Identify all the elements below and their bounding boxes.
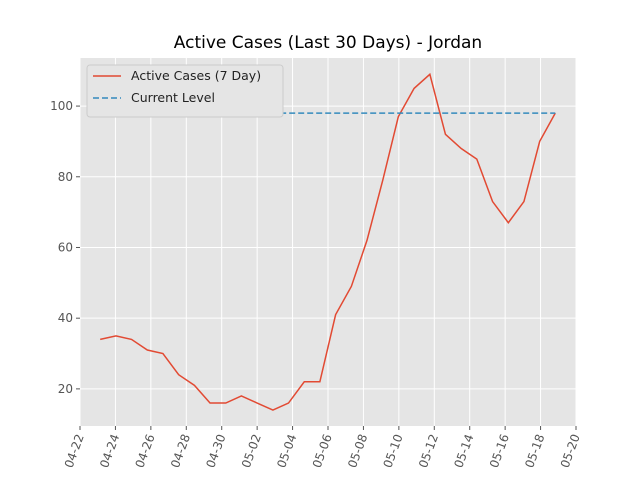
x-tick-label: 05-08: [345, 432, 370, 470]
x-tick-label: 04-24: [97, 432, 122, 470]
x-tick-label: 05-18: [522, 432, 547, 470]
x-tick-label: 04-30: [203, 432, 228, 470]
x-tick-label: 05-04: [274, 432, 299, 470]
legend-label: Active Cases (7 Day): [131, 68, 261, 83]
legend-box: [86, 64, 284, 118]
x-tick-label: 05-14: [451, 432, 476, 470]
y-tick-label: 20: [58, 382, 73, 396]
x-tick-label: 05-12: [416, 432, 441, 470]
x-tick-label: 05-16: [487, 432, 512, 470]
chart-title: Active Cases (Last 30 Days) - Jordan: [174, 33, 482, 53]
legend-label: Current Level: [131, 90, 215, 105]
line-series: [100, 72, 556, 411]
x-tick-label: 05-10: [381, 432, 406, 470]
x-tick-label: 04-28: [168, 432, 193, 470]
y-tick-label: 100: [50, 99, 73, 113]
x-tick-label: 04-22: [62, 432, 87, 470]
y-tick-label: 60: [58, 240, 73, 254]
x-tick-label: 05-06: [310, 432, 335, 470]
y-tick-label: 40: [58, 311, 73, 325]
x-tick-label: 04-26: [133, 432, 158, 470]
x-tick-label: 05-20: [558, 432, 583, 470]
x-tick-label: 05-02: [239, 432, 264, 470]
y-tick-label: 80: [58, 170, 73, 184]
